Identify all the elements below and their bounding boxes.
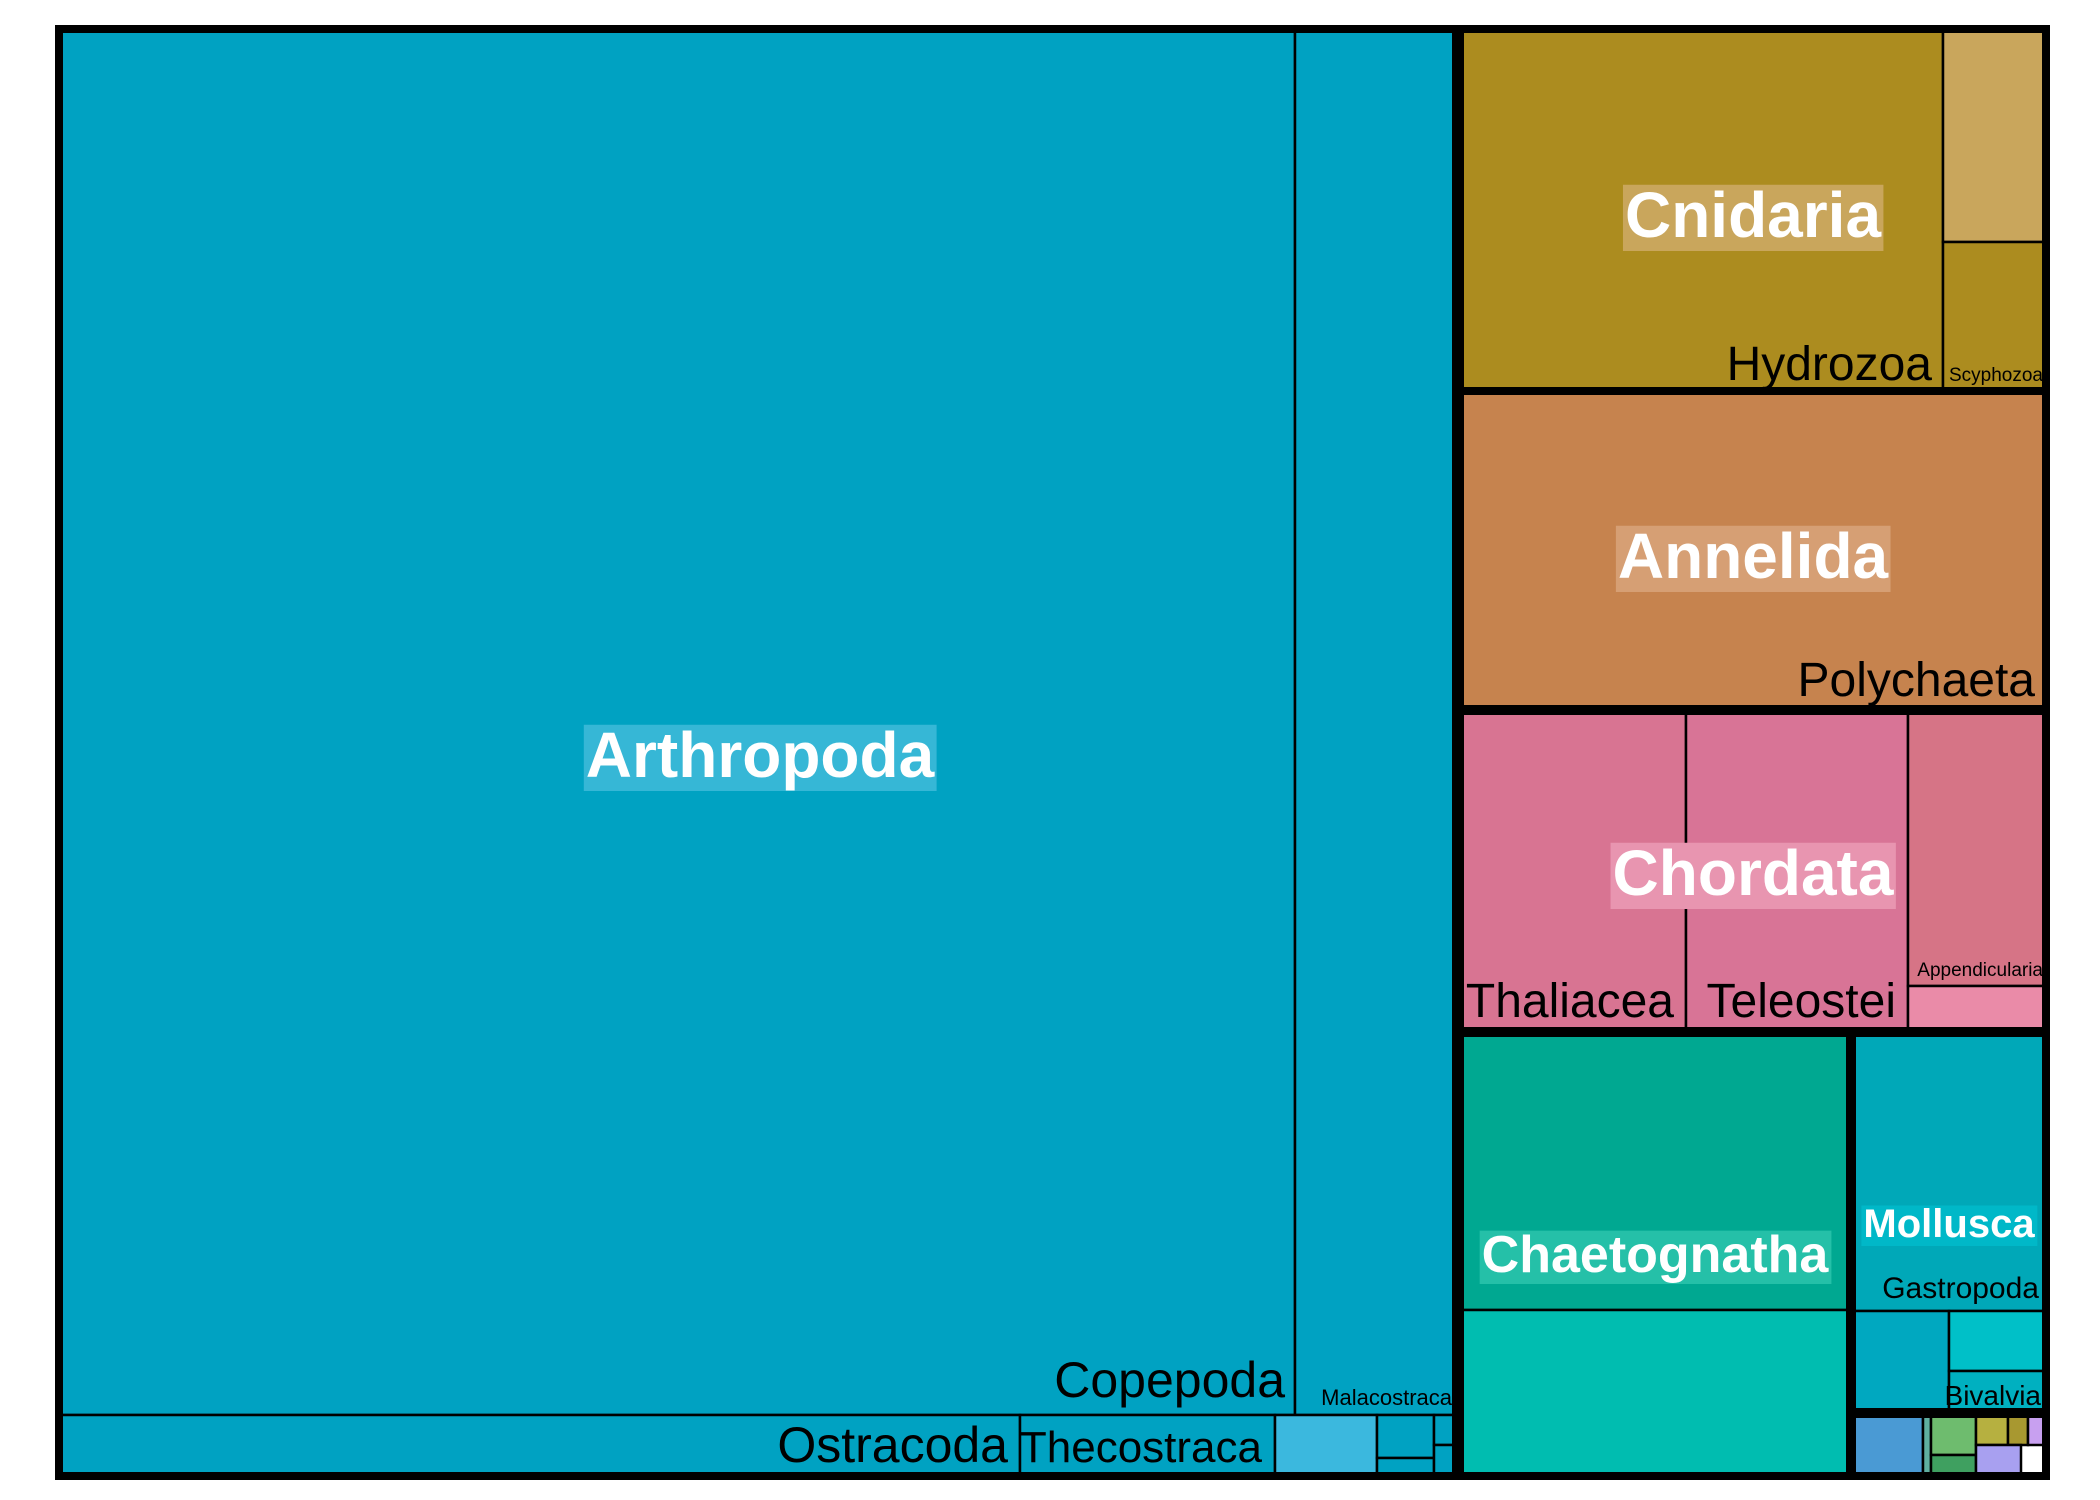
class-label-thecostraca: Thecostraca (1020, 1423, 1263, 1472)
treemap-cell-other-7 (1974, 1443, 2023, 1477)
phylum-label-bg-annelida (1615, 525, 1891, 592)
phylum-label-bg-arthropoda (583, 724, 937, 791)
class-label-copepoda: Copepoda (1054, 1352, 1285, 1408)
class-label-scyphozoa: Scyphozoa (1949, 365, 2043, 386)
treemap-cell-other-1 (1851, 1413, 1925, 1477)
class-label-appendicularia: Appendicularia (1917, 960, 2043, 981)
phylum-label-chaetognatha: Chaetognatha (1482, 1226, 1830, 1284)
treemap-cell-scyphozoa (1941, 240, 2047, 392)
treemap-cell-other-6 (2006, 1413, 2030, 1447)
treemap-cell-arthropoda-minor-5 (1432, 1443, 1457, 1477)
treemap-cell-arthropoda-minor-4 (1432, 1413, 1457, 1447)
treemap-cell-arthropoda-minor-2 (1375, 1413, 1436, 1460)
treemap-cell-chordata-minor-1 (1906, 984, 2047, 1032)
class-label-ostracoda: Ostracoda (777, 1417, 1008, 1473)
treemap-cell-cnidaria-minor-1 (1941, 28, 2047, 244)
class-label-teleostei: Teleostei (1707, 975, 1896, 1028)
treemap-cell-other-3 (1929, 1413, 1978, 1457)
class-label-bivalvia: Bivalvia (1945, 1380, 2042, 1411)
class-label-thaliacea: Thaliacea (1466, 975, 1674, 1028)
phylum-label-arthropoda: Arthropoda (586, 719, 935, 791)
class-label-gastropoda: Gastropoda (1882, 1272, 2039, 1305)
treemap-cell-chaetognatha-class-2 (1459, 1308, 1851, 1477)
treemap-cell-mollusca-minor-1 (1851, 1309, 1951, 1413)
phylum-label-bg-chaetognatha (1479, 1230, 1832, 1284)
treemap-cell-ostracoda (58, 1413, 1022, 1477)
phylum-label-cnidaria: Cnidaria (1625, 179, 1881, 251)
treemap-cell-bivalvia (1947, 1309, 2047, 1373)
treemap-cell-arthropoda-minor-1 (1273, 1413, 1379, 1477)
treemap-outer-border (55, 25, 2050, 1480)
treemap-cell-gastropoda (1851, 1032, 2047, 1313)
treemap-cell-other-5 (1974, 1413, 2010, 1447)
phylum-label-bg-chordata (1610, 842, 1896, 909)
class-label-malacostraca: Malacostraca (1321, 1385, 1453, 1410)
phylum-label-annelida: Annelida (1618, 520, 1889, 592)
treemap-cell-malacostraca (1293, 28, 1457, 1417)
phylum-label-mollusca: Mollusca (1863, 1202, 2035, 1246)
treemap-cell-copepoda (58, 28, 1297, 1417)
class-label-hydrozoa: Hydrozoa (1727, 338, 1933, 391)
phylum-label-chordata: Chordata (1613, 837, 1894, 909)
phylum-label-bg-cnidaria (1622, 184, 1884, 251)
treemap-cell-appendicularia (1906, 710, 2047, 988)
phylum-label-bg-mollusca (1861, 1205, 2038, 1246)
class-label-polychaeta: Polychaeta (1798, 654, 2036, 707)
